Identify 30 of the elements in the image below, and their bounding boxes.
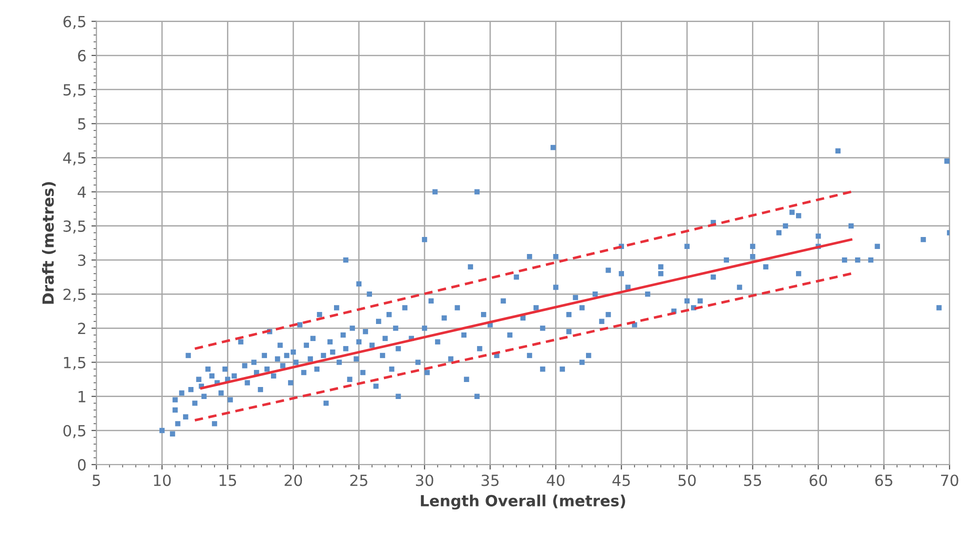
x-tick-label: 50 <box>678 474 696 486</box>
x-tick-label: 40 <box>546 474 564 486</box>
x-axis-title: Length Overall (metres) <box>420 494 626 510</box>
y-tick-label: 2,5 <box>64 288 86 302</box>
y-tick-label: 4,5 <box>63 152 86 166</box>
y-tick-label: 6 <box>78 50 86 62</box>
x-tick-label: 25 <box>350 474 368 486</box>
x-tick-label: 60 <box>810 474 827 486</box>
y-tick-label: 1 <box>78 391 86 402</box>
y-tick-label: 1,5 <box>64 356 86 370</box>
y-tick-label: 3 <box>78 254 86 266</box>
y-tick-label: 0,5 <box>63 424 86 438</box>
y-axis-title: Draft (metres) <box>42 182 56 304</box>
y-tick-label: 2 <box>78 322 86 334</box>
x-tick-label: 10 <box>154 474 171 486</box>
x-tick-label: 15 <box>220 474 236 486</box>
y-tick-label: 4 <box>78 186 86 198</box>
y-tick-label: 0 <box>78 459 86 471</box>
x-tick-label: 65 <box>875 474 892 486</box>
x-tick-label: 45 <box>612 474 630 486</box>
x-tick-label: 55 <box>744 474 762 486</box>
y-tick-label: 5,5 <box>64 84 86 98</box>
x-tick-label: 70 <box>941 474 958 486</box>
x-tick-label: 35 <box>482 474 499 486</box>
x-tick-label: 30 <box>416 474 434 486</box>
y-tick-label: 5 <box>78 118 86 130</box>
x-tick-label: 5 <box>92 474 100 486</box>
x-tick-label: 20 <box>284 474 302 486</box>
y-tick-label: 3,5 <box>64 220 86 234</box>
y-tick-label: 6,5 <box>63 16 86 29</box>
